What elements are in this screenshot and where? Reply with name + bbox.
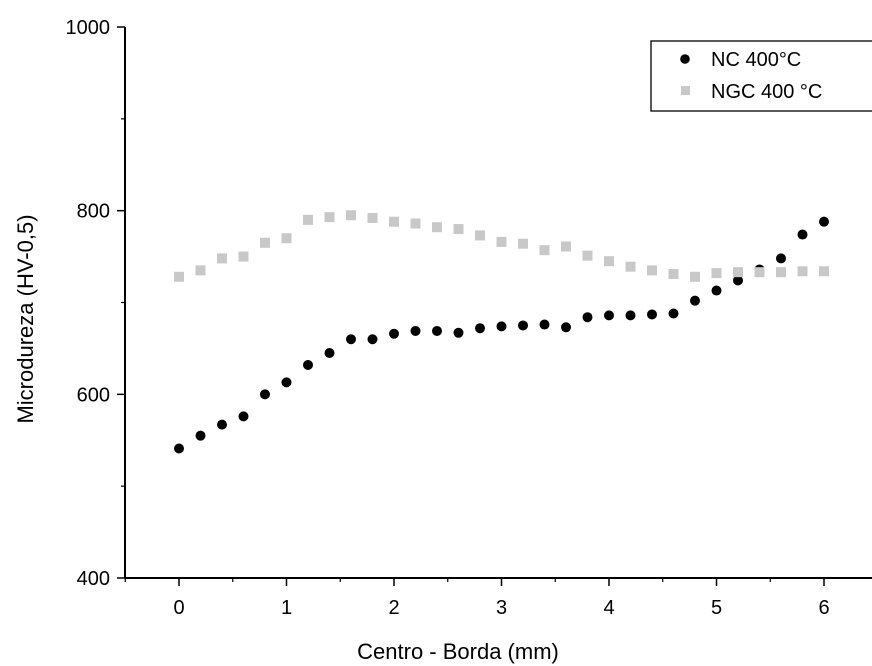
x-tick-label: 3 [496,597,507,619]
data-point [561,241,571,252]
y-tick-label: 600 [77,384,110,406]
data-point [346,210,356,221]
data-point [303,214,313,225]
data-point [367,213,378,224]
data-point [475,230,485,241]
data-point [389,328,399,339]
data-point [475,323,485,334]
legend-box [650,40,872,112]
data-point [776,267,786,278]
data-point [647,265,657,276]
data-point [346,334,356,345]
data-point [711,285,722,296]
data-point [776,253,786,264]
data-point [582,312,593,323]
legend-label-ngc: NGC 400 °C [711,81,822,103]
data-point [604,256,614,267]
data-point [690,295,700,306]
data-point [281,377,292,388]
data-point [518,238,528,249]
y-tick-label: 1000 [66,17,111,39]
legend-marker-nc [680,54,690,64]
data-point [453,327,464,338]
data-point [711,268,722,279]
data-point [432,325,442,336]
data-point [195,430,206,441]
y-axis-title: Microdureza (HV-0,5) [13,214,38,423]
data-point [324,348,335,359]
legend-label-nc: NC 400°C [711,49,801,71]
data-point [410,218,421,229]
data-point [733,275,743,286]
data-point [625,261,636,272]
x-tick-label: 4 [603,597,614,619]
data-point [496,321,507,332]
data-point [819,266,829,277]
series-nc [174,216,829,454]
data-point [217,253,227,264]
series-ngc [174,210,829,282]
data-point [625,310,636,321]
data-point [238,411,249,422]
data-point [303,359,313,370]
data-point [604,310,614,321]
x-tick-label: 1 [281,597,292,619]
legend: NC 400°C NGC 400 °C [650,40,872,112]
x-tick-label: 6 [818,597,829,619]
data-point [582,250,593,261]
data-point [733,267,743,278]
legend-marker-ngc [681,86,690,95]
data-point [410,325,421,336]
data-point [195,265,206,276]
data-point [389,216,399,227]
data-point [260,237,270,248]
data-point [797,266,808,277]
data-point [238,251,249,262]
data-point [432,222,442,233]
data-point [496,236,507,247]
y-tick-label: 800 [77,201,110,223]
data-point [217,419,227,430]
data-point [690,271,700,282]
axes: 0 1 2 3 4 5 6 400 600 800 1000 [66,17,872,619]
data-point [561,322,571,333]
x-tick-label: 5 [711,597,722,619]
data-point [260,389,270,400]
data-point [539,245,550,256]
data-point [453,224,464,235]
data-point [324,212,335,223]
data-point [281,233,292,244]
x-tick-label: 0 [173,597,184,619]
data-point [647,309,657,320]
data-point [367,334,378,345]
data-point [668,269,679,280]
y-tick-label: 400 [77,568,110,590]
x-axis-title: Centro - Borda (mm) [357,639,559,664]
data-point [668,308,679,319]
data-point [174,271,184,282]
data-point [819,216,829,227]
data-point [797,229,808,240]
data-marks [174,210,829,454]
data-point [754,267,765,278]
data-point [539,319,550,330]
data-point [518,320,528,331]
x-tick-label: 2 [388,597,399,619]
data-point [174,443,184,454]
